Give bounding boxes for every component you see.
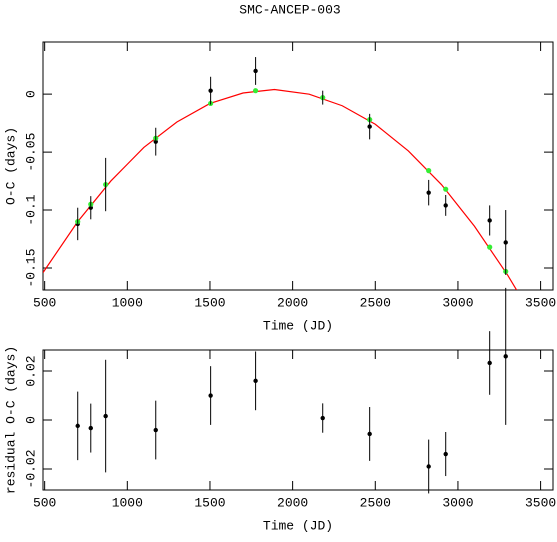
y-tick-label: 0 [23, 90, 38, 98]
x-axis-label: Time (JD) [263, 518, 333, 533]
y-axis-label: O-C (days) [3, 127, 18, 205]
x-tick-label: 500 [33, 295, 56, 310]
x-tick-label: 1000 [112, 495, 143, 510]
plot-frame [42, 41, 554, 291]
y-tick-label: 0 [23, 416, 38, 424]
x-tick-label: 500 [33, 495, 56, 510]
plot-area [75, 354, 508, 469]
x-tick-label: 2500 [360, 495, 391, 510]
data-point [487, 244, 493, 250]
y-axis-label: residual O-C (days) [3, 346, 18, 494]
x-tick-label: 3000 [442, 495, 473, 510]
x-tick-label: 3000 [442, 295, 473, 310]
x-tick-label: 3500 [525, 295, 556, 310]
x-tick-label: 3500 [525, 495, 556, 510]
x-tick-label: 1500 [194, 495, 225, 510]
x-tick-label: 2000 [277, 295, 308, 310]
model-curve [43, 88, 518, 290]
data-point [443, 186, 449, 192]
y-tick-label: -0.05 [23, 133, 38, 172]
x-tick-label: 1500 [194, 295, 225, 310]
x-tick-label: 2500 [360, 295, 391, 310]
y-tick-label: -0.02 [23, 449, 38, 488]
x-tick-label: 1000 [112, 295, 143, 310]
plot-area [43, 68, 518, 290]
y-tick-label: -0.15 [23, 248, 38, 287]
plot-frame [42, 349, 554, 491]
chart-title: SMC-ANCEP-003 [239, 2, 340, 17]
data-point [426, 168, 432, 174]
data-point [252, 88, 259, 94]
y-tick-label: 0.02 [23, 355, 38, 386]
x-axis-label: Time (JD) [263, 318, 333, 333]
x-tick-label: 2000 [277, 495, 308, 510]
y-tick-label: -0.1 [23, 194, 38, 225]
